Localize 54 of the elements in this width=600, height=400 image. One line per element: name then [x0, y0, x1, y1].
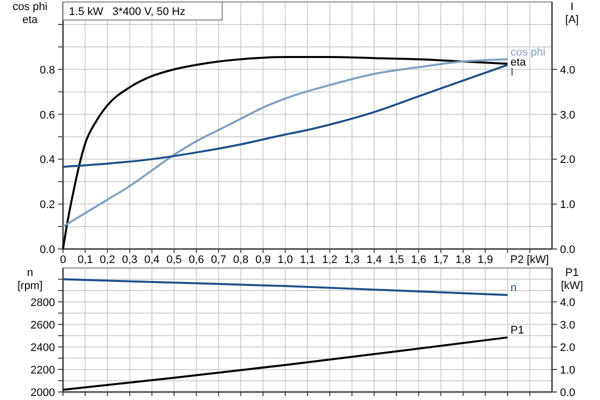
x-axis-title: P2 [kW]	[510, 254, 549, 266]
y2-axis-title: I [A]	[565, 1, 579, 26]
x-tick-label: 0,7	[210, 254, 226, 266]
x-tick-label: 0,9	[255, 254, 271, 266]
chart-title: 1.5 kW 3*400 V, 50 Hz	[69, 6, 186, 18]
y-tick-label: 2600	[30, 319, 55, 332]
x-tick-label: 1,6	[410, 254, 426, 266]
x-tick-label: 1,4	[366, 254, 382, 266]
series-label: I	[510, 66, 514, 78]
x-tick-label: 1,9	[478, 254, 493, 266]
y2-tick-label: 1.0	[560, 199, 576, 212]
y2-axis-title: P1 [kW]	[561, 267, 583, 292]
line-series	[62, 64, 509, 168]
x-tick-label: 0,5	[166, 254, 182, 266]
y-tick-label: 2800	[30, 296, 55, 309]
y2-tick-label: 2.0	[560, 154, 576, 166]
line-series	[62, 336, 509, 391]
y-axis-title: n [rpm]	[17, 267, 43, 292]
series-label: P1	[510, 324, 524, 336]
x-tick-label: 1,7	[433, 254, 449, 266]
y2-tick-label: 3.0	[560, 109, 576, 122]
line-series	[62, 278, 509, 296]
y-tick-label: 2400	[30, 342, 55, 354]
y2-tick-label: 2.0	[560, 342, 576, 354]
x-tick-label: 1,0	[278, 254, 293, 266]
x-tick-label: 0,2	[100, 254, 116, 266]
y-tick-label: 0.4	[40, 154, 55, 166]
x-tick-label: 1,2	[322, 254, 338, 266]
x-tick-label: 1,3	[344, 254, 360, 266]
y-tick-label: 2200	[30, 364, 55, 376]
y2-tick-label: 0.0	[560, 244, 576, 256]
x-tick-label: 0	[60, 254, 66, 266]
y2-tick-label: 4.0	[560, 296, 576, 309]
x-tick-label: 1,8	[455, 254, 471, 266]
x-tick-label: 0,6	[188, 254, 204, 266]
y-tick-label: 2000	[30, 387, 55, 399]
y2-tick-label: 3.0	[560, 319, 576, 332]
y-tick-label: 0.6	[40, 109, 55, 122]
x-tick-label: 0,4	[144, 254, 160, 266]
x-tick-label: 0,3	[122, 254, 138, 266]
y-tick-label: 0.0	[40, 244, 55, 256]
series-label: eta	[510, 56, 527, 68]
x-tick-label: 1,5	[388, 254, 404, 266]
x-tick-label: 0,8	[233, 254, 248, 266]
y-axis-title: cos phi eta	[12, 1, 48, 26]
y-tick-label: 0.8	[40, 64, 55, 76]
y2-tick-label: 1.0	[560, 364, 576, 376]
series-label: n	[510, 282, 517, 294]
y2-tick-label: 0.0	[560, 387, 576, 399]
y-tick-label: 0.2	[40, 199, 55, 212]
y2-tick-label: 4.0	[560, 64, 576, 76]
x-tick-label: 1,1	[300, 254, 316, 266]
x-tick-label: 0,1	[78, 254, 93, 266]
series-label: cos phi	[510, 46, 546, 58]
